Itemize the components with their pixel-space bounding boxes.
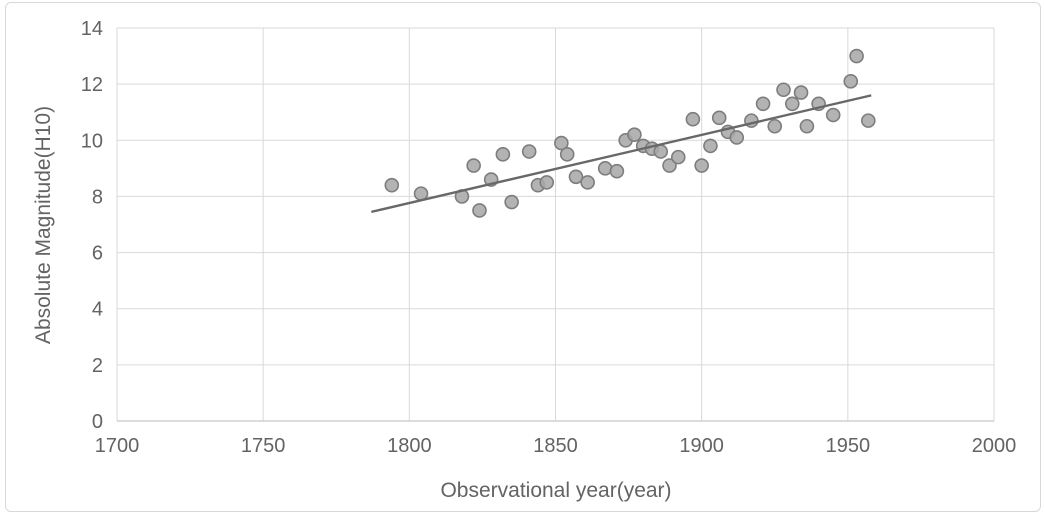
x-axis-title: Observational year(year) [440,479,671,502]
data-point [653,144,669,159]
data-point [685,111,701,127]
data-point [568,169,584,185]
x-tick-label: 1750 [241,435,286,457]
data-point [559,147,575,162]
y-tick-label: 12 [81,74,103,96]
data-point [662,158,677,173]
data-point [384,177,400,193]
data-point [793,85,809,100]
y-axis-title: Absolute Magnitude(H10) [32,106,55,344]
gridlines [116,27,995,422]
data-point [776,82,791,98]
data-point [799,118,815,134]
x-tick-label: 1700 [95,435,140,457]
data-point [711,110,727,126]
data-point [825,107,841,123]
y-tick-label: 4 [92,299,103,321]
data-point [729,130,745,145]
x-tick-label: 1950 [826,435,871,457]
data-point [784,96,800,112]
y-tick-label: 0 [92,411,103,433]
chart-frame [5,2,1041,512]
y-tick-label: 2 [92,355,103,377]
data-points-series [384,48,876,218]
y-tick-label: 8 [92,186,103,208]
data-point [860,113,876,128]
data-point [521,144,537,159]
y-axis-tick-labels: 0 2 4 6 8 10 12 14 [81,18,103,433]
data-point [597,161,613,176]
data-point [472,203,487,218]
trendline [371,94,872,214]
data-point [504,194,519,210]
data-point [495,147,511,162]
data-point [694,158,709,173]
y-tick-label: 14 [81,18,103,40]
x-tick-label: 1850 [533,435,578,457]
data-point [627,127,642,142]
data-point [609,163,625,179]
data-point [703,138,718,154]
x-tick-label: 1900 [679,435,724,457]
data-point [755,96,771,112]
y-tick-label: 6 [92,243,103,265]
x-tick-label: 2000 [972,435,1017,457]
data-point [849,48,864,64]
data-point [843,74,859,89]
data-point [539,175,555,190]
x-axis-tick-labels: 1700 1750 1800 1850 1900 1950 2000 [95,435,1017,457]
data-point [580,175,595,190]
x-tick-label: 1800 [387,435,432,457]
y-tick-label: 10 [81,130,103,152]
data-point [670,149,686,165]
data-point [767,118,783,134]
data-point [466,158,481,173]
data-point [554,135,569,151]
